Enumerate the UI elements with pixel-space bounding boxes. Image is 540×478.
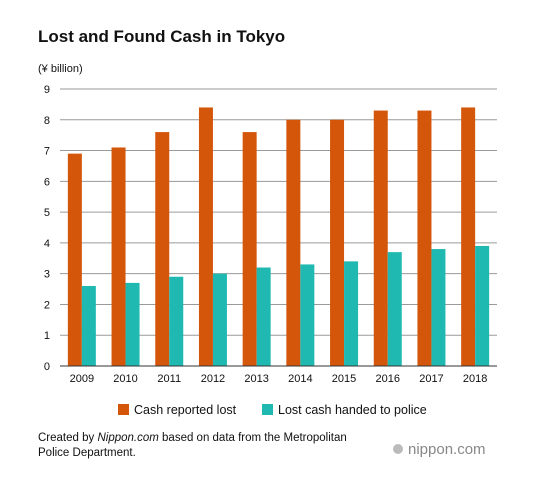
- y-tick-label: 7: [44, 146, 50, 158]
- bar: [212, 273, 227, 366]
- bar: [242, 132, 257, 366]
- logo-icon: [393, 444, 403, 454]
- x-tick-label: 2009: [70, 373, 94, 385]
- x-tick-label: 2015: [332, 373, 356, 385]
- y-tick-label: 3: [44, 269, 50, 281]
- y-tick-label: 8: [44, 115, 50, 127]
- legend-label: Cash reported lost: [134, 403, 237, 417]
- source-text: Nippon.com: [97, 432, 159, 444]
- bar: [373, 110, 388, 367]
- bar: [300, 264, 315, 366]
- bar: [155, 132, 170, 366]
- bar: [330, 119, 345, 367]
- source-note: Police Department.: [38, 447, 136, 459]
- bar: [475, 245, 490, 366]
- x-tick-label: 2014: [288, 373, 312, 385]
- source-note: Created by Nippon.com based on data from…: [38, 432, 347, 444]
- y-tick-label: 9: [44, 84, 50, 96]
- source-text: Created by: [38, 432, 97, 444]
- bar: [256, 267, 271, 366]
- bar: [169, 276, 184, 366]
- bar: [125, 282, 140, 366]
- bar: [417, 110, 432, 367]
- y-axis-label: (¥ billion): [38, 63, 83, 75]
- y-tick-label: 6: [44, 176, 50, 188]
- x-tick-label: 2012: [201, 373, 225, 385]
- y-tick-label: 5: [44, 207, 50, 219]
- legend-swatch: [118, 404, 129, 415]
- y-tick-label: 4: [44, 238, 50, 250]
- y-tick-label: 0: [44, 361, 50, 373]
- y-tick-label: 2: [44, 299, 50, 311]
- bar: [81, 285, 96, 366]
- bar: [198, 107, 213, 366]
- bar: [111, 147, 126, 366]
- bar: [344, 261, 359, 366]
- y-tick-label: 1: [44, 330, 50, 342]
- bar: [387, 252, 402, 366]
- x-tick-label: 2018: [463, 373, 487, 385]
- bar: [431, 249, 446, 366]
- source-text: based on data from the Metropolitan: [159, 432, 347, 444]
- legend-label: Lost cash handed to police: [278, 403, 427, 417]
- bar: [67, 153, 82, 366]
- x-tick-label: 2016: [376, 373, 400, 385]
- x-tick-label: 2013: [244, 373, 268, 385]
- bar: [286, 119, 301, 367]
- x-tick-label: 2011: [157, 373, 181, 385]
- legend-swatch: [262, 404, 273, 415]
- bar: [461, 107, 476, 366]
- logo: nippon.com: [408, 441, 486, 458]
- x-tick-label: 2010: [113, 373, 137, 385]
- chart-title: Lost and Found Cash in Tokyo: [38, 27, 285, 46]
- x-tick-label: 2017: [419, 373, 443, 385]
